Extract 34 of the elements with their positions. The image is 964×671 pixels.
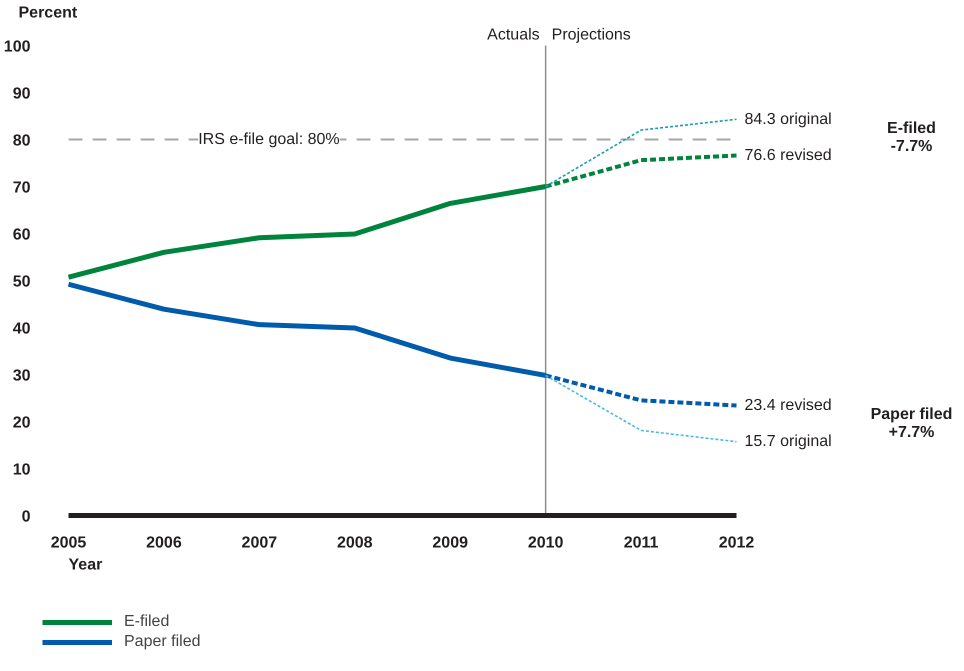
y-tick-label: 10: [12, 462, 31, 478]
text: Paper filed: [870, 406, 952, 424]
y-tick-label: 30: [12, 368, 31, 384]
legend-label: Paper filed: [124, 633, 200, 651]
ref-line-label: IRS e-file goal: 80%: [198, 131, 340, 148]
annotation: Actuals: [487, 26, 540, 44]
y-tick-label: 50: [12, 274, 31, 290]
data-label: 23.4 revised: [744, 397, 832, 414]
y-tick-label: 0: [22, 508, 31, 526]
y-tick-label: 60: [12, 226, 31, 244]
y-tick-label: 90: [12, 86, 31, 102]
y-tick-label: 100: [4, 38, 31, 56]
text: +7.7%: [888, 424, 934, 442]
text: E-filed: [887, 120, 936, 137]
data-label: 76.6 revised: [744, 146, 832, 164]
x-tick-label: 2007: [242, 534, 278, 552]
x-tick-label: 2010: [528, 534, 564, 552]
data-label: 84.3 original: [744, 110, 832, 128]
x-tick-label: 2006: [146, 534, 182, 552]
text: -7.7%: [890, 138, 932, 155]
y-axis-title: Percent: [18, 4, 78, 22]
y-tick-label: 80: [12, 132, 31, 150]
x-tick-label: 2005: [50, 534, 86, 552]
y-tick-label: 20: [12, 414, 31, 432]
x-tick-label: 2008: [336, 534, 373, 552]
x-tick-label: 2009: [432, 534, 468, 552]
annotation: Projections: [552, 26, 631, 44]
y-tick-label: 70: [12, 180, 31, 196]
y-tick-label: 40: [12, 320, 31, 338]
x-tick-label: 2011: [624, 534, 659, 552]
legend-label: E-filed: [124, 613, 170, 631]
x-axis-title: Year: [68, 556, 102, 574]
x-tick-label: 2012: [718, 534, 754, 552]
data-label: 15.7 original: [744, 433, 832, 450]
